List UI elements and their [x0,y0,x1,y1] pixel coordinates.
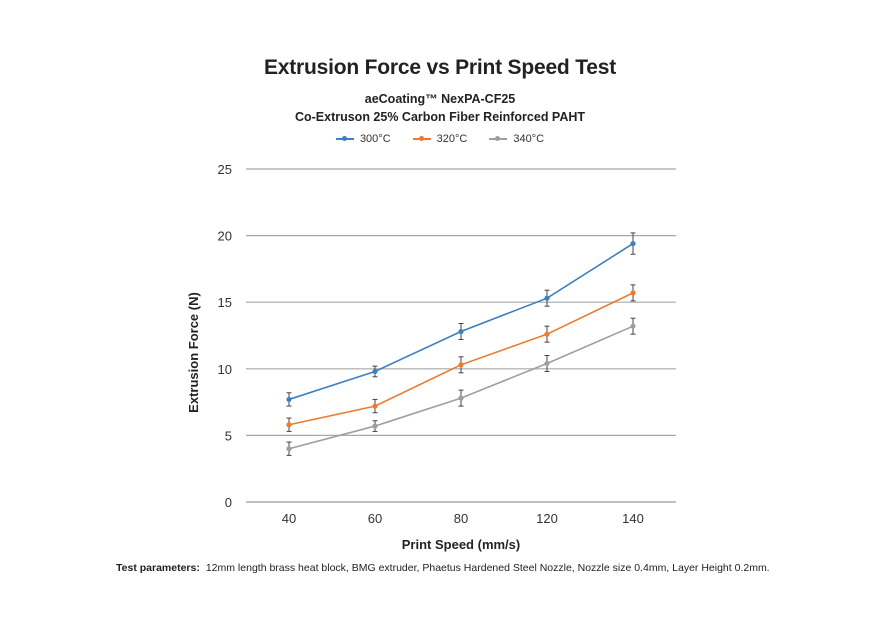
data-point [630,290,636,296]
data-point [458,328,464,335]
data-point [544,360,550,367]
data-point [286,422,292,428]
x-tick-label: 60 [368,511,382,526]
x-axis-label: Print Speed (mm/s) [402,537,520,552]
data-point [372,368,378,375]
legend-label-320c: 320°C [436,133,468,145]
y-tick-label: 5 [225,428,232,443]
chart-subtitle-line-1: aeCoating™ NexPA-CF25 [364,92,516,106]
legend-swatch-300c [335,136,354,141]
data-point [458,362,464,368]
y-axis-label: Extrusion Force (N) [186,292,201,413]
legend-swatch-340c [489,136,508,141]
y-tick-label: 10 [218,362,232,377]
legend-label-300c: 300°C [359,133,391,145]
y-tick-label: 15 [218,295,232,310]
x-tick-label: 40 [282,511,296,526]
data-point [630,240,636,247]
chart-subtitle-line-2: Co-Extruson 25% Carbon Fiber Reinforced … [294,110,586,124]
data-point [286,446,292,452]
chart-title: Extrusion Force vs Print Speed Test [263,56,617,79]
chart-legend: 300°C 320°C 340°C [0,133,880,145]
y-tick-label: 25 [218,162,232,177]
footnote-text: 12mm length brass heat block, BMG extrud… [205,562,770,574]
legend-item-340c: 340°C [489,133,544,145]
x-tick-label: 120 [536,511,558,526]
y-tick-label: 0 [225,495,232,510]
data-point [544,295,550,301]
x-tick-label: 80 [454,511,468,526]
footnote-label: Test parameters: [116,562,200,574]
data-point [458,395,464,401]
x-tick-label: 140 [622,511,644,526]
data-point [372,403,378,409]
legend-item-320c: 320°C [412,133,468,145]
legend-item-300c: 300°C [335,133,391,145]
y-tick-label: 20 [218,229,232,244]
legend-label-340c: 340°C [513,133,545,145]
data-point [544,331,550,337]
series-line-0 [288,242,634,401]
test-parameters-footnote: Test parameters: 12mm length brass heat b… [116,562,770,574]
legend-swatch-320c [412,136,431,141]
data-point [372,423,378,429]
data-point [630,323,636,329]
series-line-2 [288,325,634,450]
data-point [286,396,292,403]
